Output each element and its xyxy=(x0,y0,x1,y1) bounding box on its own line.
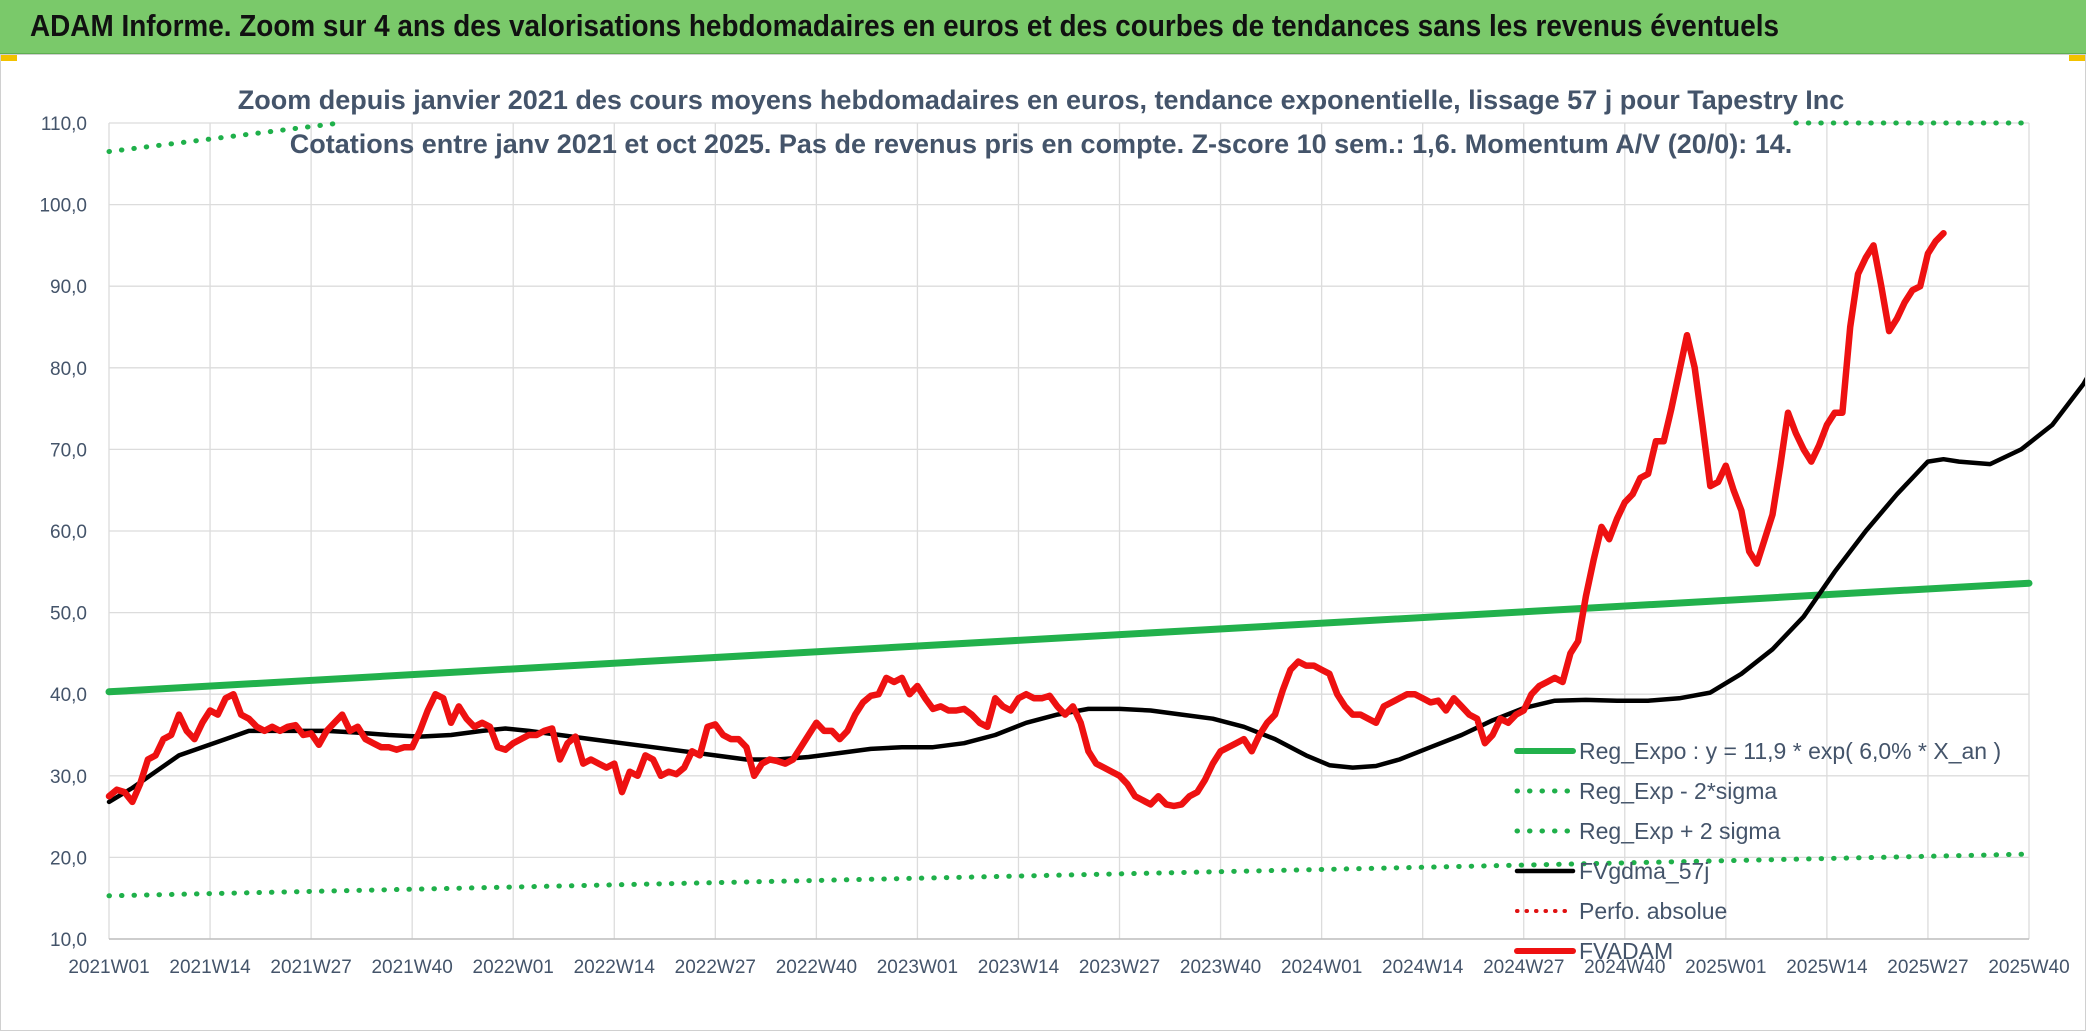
y-tick-label: 40,0 xyxy=(50,685,87,706)
x-tick-label: 2025W27 xyxy=(1887,957,1968,978)
y-tick-label: 90,0 xyxy=(50,277,87,298)
x-tick-label: 2023W14 xyxy=(978,957,1060,978)
x-tick-label: 2021W40 xyxy=(371,957,452,978)
chart-legend: Reg_Expo : y = 11,9 * exp( 6,0% * X_an )… xyxy=(1514,738,2001,964)
x-tick-label: 2024W27 xyxy=(1483,957,1564,978)
series-line-reg-expo-y-11-9-exp-6-0-x-an xyxy=(105,579,2033,696)
y-tick-label: 20,0 xyxy=(50,848,87,869)
x-tick-label: 2023W01 xyxy=(877,957,958,978)
x-tick-label: 2021W14 xyxy=(169,957,251,978)
x-tick-label: 2024W40 xyxy=(1584,957,1665,978)
series-line-fvadam xyxy=(105,229,1947,810)
y-axis-ticks: 10,0 20,0 30,0 40,0 50,0 60,0 70,0 80,0 90,0 100,… xyxy=(39,114,87,951)
x-tick-label: 2025W40 xyxy=(1988,957,2069,978)
x-tick-label: 2025W01 xyxy=(1685,957,1766,978)
legend-label-reg-exp-2-sigma: Reg_Exp + 2 sigma xyxy=(1579,818,1781,844)
legend-label-fvgdma-57j: FVgdma_57j xyxy=(1579,858,1709,884)
x-tick-label: 2023W40 xyxy=(1180,957,1261,978)
y-tick-label: 60,0 xyxy=(50,522,87,543)
legend-label-reg-exp-2-sigma: Reg_Exp - 2*sigma xyxy=(1579,778,1777,804)
series-line-reg-exp-2-sigma xyxy=(106,120,343,155)
chart-title: Zoom depuis janvier 2021 des cours moyen… xyxy=(238,85,1845,115)
frame-corner-marker xyxy=(1,55,17,61)
series-line-fvgdma-57j xyxy=(106,376,2085,805)
series-lines xyxy=(105,120,2085,899)
y-tick-label: 30,0 xyxy=(50,767,87,788)
y-tick-label: 70,0 xyxy=(50,440,87,461)
x-tick-label: 2024W14 xyxy=(1382,957,1464,978)
x-tick-label: 2024W01 xyxy=(1281,957,1362,978)
frame-corner-marker xyxy=(2069,55,2085,61)
legend-label-fvadam: FVADAM xyxy=(1579,938,1673,964)
chart-frame: 10,0 20,0 30,0 40,0 50,0 60,0 70,0 80,0 90,0 100,… xyxy=(0,54,2086,1031)
y-tick-label: 50,0 xyxy=(50,604,87,625)
y-tick-label: 100,0 xyxy=(39,196,87,217)
x-tick-label: 2022W14 xyxy=(574,957,656,978)
x-tick-label: 2025W14 xyxy=(1786,957,1868,978)
x-tick-label: 2022W40 xyxy=(776,957,857,978)
y-tick-label: 110,0 xyxy=(41,114,87,135)
legend-label-reg-expo-y-11-9-exp-6-0-x-an: Reg_Expo : y = 11,9 * exp( 6,0% * X_an ) xyxy=(1579,738,2001,764)
y-tick-label: 10,0 xyxy=(50,930,87,951)
x-tick-label: 2021W27 xyxy=(270,957,351,978)
x-axis-ticks: 2021W01 2021W14 2021W27 2021W40 2022W01 2022W… xyxy=(68,957,2069,978)
report-title: ADAM Informe. Zoom sur 4 ans des valoris… xyxy=(30,8,1779,43)
grid-lines xyxy=(108,122,2030,940)
line-chart: 10,0 20,0 30,0 40,0 50,0 60,0 70,0 80,0 90,0 100,… xyxy=(39,85,2085,978)
x-tick-label: 2022W27 xyxy=(675,957,756,978)
report-banner: ADAM Informe. Zoom sur 4 ans des valoris… xyxy=(0,0,2086,54)
x-tick-label: 2021W01 xyxy=(68,957,149,978)
legend-label-perfo-absolue: Perfo. absolue xyxy=(1579,898,1727,924)
x-tick-label: 2022W01 xyxy=(473,957,554,978)
y-tick-label: 80,0 xyxy=(50,359,87,380)
x-tick-label: 2023W27 xyxy=(1079,957,1160,978)
chart-subtitle: Cotations entre janv 2021 et oct 2025. P… xyxy=(290,129,1793,159)
series-line-reg-exp-2-sigma xyxy=(106,851,2032,899)
